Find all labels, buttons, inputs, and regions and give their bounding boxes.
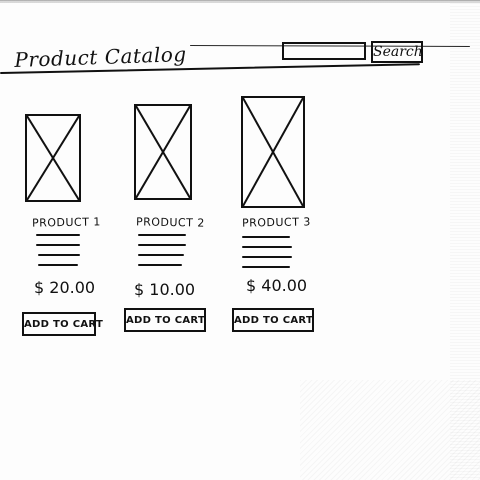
paper-grain [450, 0, 480, 480]
product-name: PRODUCT 2 [135, 215, 205, 230]
product-name: PRODUCT 1 [31, 215, 101, 230]
search-button[interactable]: Search [371, 41, 423, 63]
paper-edge [0, 0, 480, 6]
paper-grain [300, 380, 480, 480]
product-name: PRODUCT 3 [241, 215, 311, 230]
product-price: $ 10.00 [134, 280, 196, 299]
product-price: $ 20.00 [34, 278, 96, 297]
add-to-cart-button[interactable]: ADD TO CART [22, 312, 103, 336]
product-price: $ 40.00 [246, 276, 308, 295]
header: Product Catalog Search [0, 0, 480, 90]
page-title: Product Catalog [14, 41, 187, 72]
add-to-cart-button[interactable]: ADD TO CART [232, 308, 314, 332]
image-placeholder-icon [241, 96, 305, 208]
image-placeholder-icon [134, 104, 192, 200]
add-to-cart-button[interactable]: ADD TO CART [124, 308, 206, 332]
search-input[interactable] [282, 42, 366, 60]
image-placeholder-icon [25, 114, 81, 202]
